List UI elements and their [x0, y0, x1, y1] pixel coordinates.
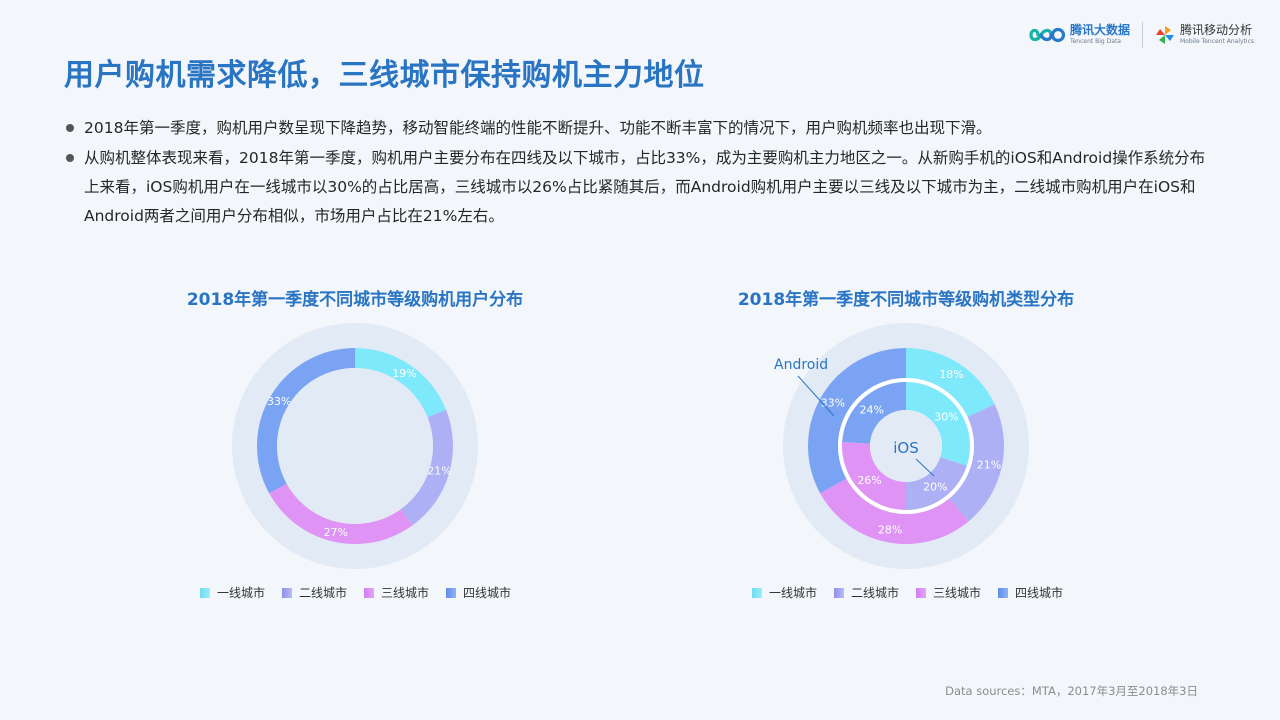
mta-logo: 腾讯移动分析 Mobile Tencent Analytics	[1155, 24, 1254, 46]
legend-item-tier4: 四线城市	[998, 584, 1063, 601]
chart2-ios-label-tier4: 24%	[860, 404, 884, 417]
logo-divider	[1141, 22, 1143, 48]
legend-item-tier3: 三线城市	[916, 584, 981, 601]
chart2-ios-label-tier3: 26%	[857, 474, 881, 487]
chart1-legend: 一线城市 二线城市 三线城市 四线城市	[200, 584, 528, 601]
legend-swatch	[998, 587, 1009, 598]
chart1-donut: 19% 21% 27% 33%	[232, 323, 478, 569]
chart2-android-label-tier4: 33%	[821, 397, 845, 410]
chart2-android-slice-tier1	[906, 348, 995, 418]
legend-label: 一线城市	[769, 586, 818, 600]
chart2-ios-slice-tier2	[906, 457, 967, 510]
legend-item-tier3: 三线城市	[364, 584, 429, 601]
chart1-label-tier3: 27%	[324, 526, 348, 539]
pinwheel-logo-icon	[1155, 26, 1174, 44]
legend-swatch	[446, 587, 457, 598]
chart1-slice-tier1	[355, 348, 447, 418]
legend-item-tier4: 四线城市	[446, 584, 511, 601]
chart2-ios-slice-tier4	[842, 382, 906, 444]
legend-swatch	[364, 587, 375, 598]
chart1-slice-tier4	[257, 348, 355, 494]
legend-swatch	[200, 587, 210, 598]
chart2-ios-slice-tier3	[842, 441, 906, 510]
tbd-logo-name: 腾讯大数据	[1069, 23, 1130, 37]
tencent-big-data-logo: 腾讯大数据 Tencent Big Data	[1029, 24, 1130, 46]
chart2-ios-label-tier2: 20%	[923, 480, 947, 493]
summary-bullets: 2018年第一季度，购机用户数呈现下降趋势，移动智能终端的性能不断提升、功能不断…	[64, 114, 1214, 232]
legend-item-tier2: 二线城市	[834, 584, 899, 601]
chart2-ios-annotation: iOS	[893, 439, 919, 457]
page-title: 用户购机需求降低，三线城市保持购机主力地位	[64, 58, 705, 93]
chart1-label-tier1: 19%	[392, 367, 416, 380]
chart2-android-slice-tier3	[820, 478, 969, 544]
chart2-legend: 一线城市 二线城市 三线城市 四线城市	[752, 584, 1080, 601]
legend-item-tier1: 一线城市	[752, 584, 817, 601]
infinity-logo-icon	[1029, 27, 1065, 43]
chart1-label-tier2: 21%	[427, 465, 451, 478]
legend-label: 二线城市	[299, 586, 348, 600]
legend-swatch	[916, 587, 927, 598]
chart2-android-leader	[797, 375, 835, 417]
legend-label: 二线城市	[851, 586, 900, 600]
tbd-logo-sub: Tencent Big Data	[1069, 38, 1121, 45]
bullet-item: 从购机整体表现来看，2018年第一季度，购机用户主要分布在四线及以下城市，占比3…	[64, 144, 1214, 231]
legend-label: 一线城市	[217, 586, 266, 600]
bullet-dot-icon	[66, 124, 74, 132]
legend-label: 三线城市	[933, 586, 982, 600]
chart2-android-annotation: Android	[774, 357, 828, 373]
chart1-label-tier4: 33%	[267, 395, 291, 408]
chart2-android-label-tier1: 18%	[939, 368, 963, 381]
chart2-center	[870, 410, 942, 482]
data-source-note: Data sources：MTA，2017年3月至2018年3日	[945, 684, 1198, 698]
bullet-text: 从购机整体表现来看，2018年第一季度，购机用户主要分布在四线及以下城市，占比3…	[84, 149, 1206, 225]
chart1-title: 2018年第一季度不同城市等级购机用户分布	[186, 290, 524, 310]
legend-item-tier2: 二线城市	[282, 584, 347, 601]
chart2-android-slice-tier4	[808, 348, 906, 494]
chart2-ios-leader	[915, 458, 935, 477]
legend-label: 四线城市	[1015, 586, 1064, 600]
bullet-item: 2018年第一季度，购机用户数呈现下降趋势，移动智能终端的性能不断提升、功能不断…	[64, 114, 1214, 143]
chart2-android-label-tier2: 21%	[977, 459, 1001, 472]
legend-swatch	[834, 587, 845, 598]
bullet-text: 2018年第一季度，购机用户数呈现下降趋势，移动智能终端的性能不断提升、功能不断…	[84, 119, 992, 137]
legend-swatch	[752, 587, 762, 598]
legend-item-tier1: 一线城市	[200, 584, 265, 601]
chart2-ios-label-tier1: 30%	[934, 411, 958, 424]
legend-label: 三线城市	[381, 586, 430, 600]
chart2-android-label-tier3: 28%	[878, 523, 902, 536]
chart2-nested-donut: 18% 21% 28% 33% 30% 20% 26% 24% Android iOS	[774, 323, 1029, 569]
legend-label: 四线城市	[463, 586, 512, 600]
mta-logo-sub: Mobile Tencent Analytics	[1179, 38, 1254, 45]
chart1-slice-tier2	[400, 409, 453, 526]
chart2-title: 2018年第一季度不同城市等级购机类型分布	[737, 290, 1075, 310]
header-logos: 腾讯大数据 Tencent Big Data 腾讯移动分析 Mobile Ten…	[1029, 22, 1254, 48]
bullet-dot-icon	[66, 154, 74, 162]
chart1-slice-tier3	[269, 483, 413, 544]
chart2-ios-slice-tier1	[906, 382, 970, 466]
chart2-android-slice-tier2	[949, 404, 1004, 522]
legend-swatch	[282, 587, 293, 598]
mta-logo-name: 腾讯移动分析	[1179, 23, 1252, 37]
chart1-center	[277, 368, 433, 524]
